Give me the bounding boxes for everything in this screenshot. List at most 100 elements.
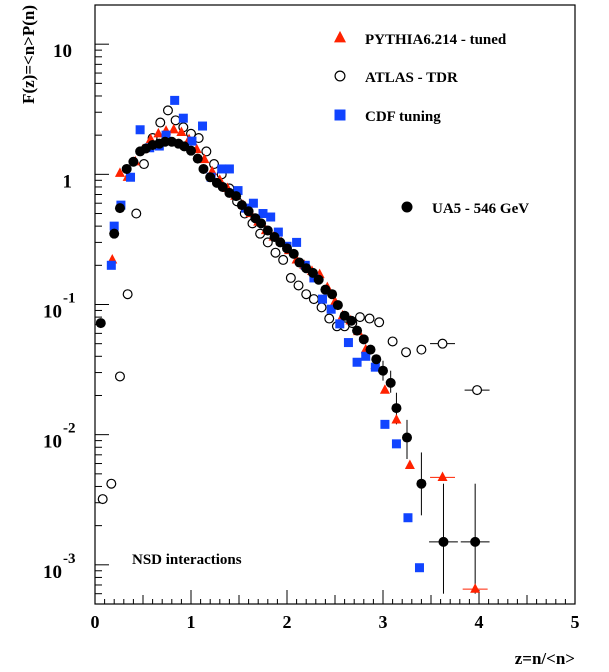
data-point-filled-circle xyxy=(192,153,203,164)
data-point-filled-circle xyxy=(402,432,412,443)
data-point-open-circle xyxy=(201,146,212,157)
data-point-filled-circle xyxy=(275,237,286,248)
data-point-square xyxy=(391,439,401,449)
data-point-filled-circle xyxy=(95,318,106,329)
y-tick-label: 10 xyxy=(43,562,62,583)
data-point-open-circle xyxy=(364,313,375,324)
data-point-filled-circle xyxy=(198,163,209,174)
data-point-open-circle xyxy=(285,272,296,283)
data-point-filled-circle xyxy=(231,191,242,202)
data-point-square xyxy=(106,260,116,270)
data-point-square xyxy=(170,95,180,105)
data-point-square xyxy=(309,273,319,283)
data-point-open-circle xyxy=(162,105,173,116)
y-tick-exponent: -1 xyxy=(63,291,76,307)
x-tick-label: 5 xyxy=(571,612,580,632)
data-point-open-circle xyxy=(401,347,412,358)
data-point-filled-circle xyxy=(346,315,357,326)
data-point-open-circle xyxy=(301,289,312,300)
y-tick-exponent: -3 xyxy=(63,551,76,567)
data-point-open-circle xyxy=(170,115,181,126)
data-point-square xyxy=(380,419,390,429)
data-point-filled-circle xyxy=(114,203,125,214)
data-point-open-circle xyxy=(106,478,117,489)
data-point-square xyxy=(335,319,345,329)
data-point-filled-circle xyxy=(288,248,299,259)
data-point-open-circle xyxy=(316,302,327,313)
data-point-filled-circle xyxy=(470,536,481,547)
legend-label: PYTHIA6.214 - tuned xyxy=(365,32,507,48)
legend-marker-triangle xyxy=(334,30,346,43)
data-point-square xyxy=(258,209,268,219)
data-point-open-circle xyxy=(155,117,166,128)
data-point-filled-circle xyxy=(332,300,343,311)
y-tick-exponent: -2 xyxy=(63,421,76,437)
data-point-square xyxy=(109,221,119,231)
data-point-square xyxy=(126,172,136,182)
legend-marker-square xyxy=(334,109,346,121)
y-tick-label: 10 xyxy=(53,41,72,62)
data-point-filled-circle xyxy=(358,334,369,345)
data-point-filled-circle xyxy=(391,403,402,414)
data-point-filled-circle xyxy=(128,156,139,167)
y-tick-label: 10 xyxy=(43,302,62,323)
data-point-triangle xyxy=(114,167,125,177)
data-point-open-circle xyxy=(114,371,125,382)
x-tick-label: 3 xyxy=(379,612,388,632)
data-point-square xyxy=(198,121,208,131)
data-point-filled-circle xyxy=(352,325,363,336)
data-point-triangle xyxy=(391,413,402,424)
data-point-open-circle xyxy=(416,344,427,355)
x-tick-label: 4 xyxy=(475,612,484,632)
data-point-square xyxy=(361,351,371,361)
data-point-filled-circle xyxy=(205,172,216,183)
data-point-square xyxy=(403,513,413,523)
data-points xyxy=(95,95,483,593)
legend: PYTHIA6.214 - tuned ATLAS - TDR CDF tuning… xyxy=(334,30,529,217)
x-tick-label: 0 xyxy=(91,612,100,632)
data-point-square xyxy=(273,227,283,237)
data-point-filled-circle xyxy=(217,181,228,192)
data-point-open-circle xyxy=(374,317,385,328)
data-point-open-circle xyxy=(122,289,133,300)
data-point-open-circle xyxy=(387,336,398,347)
data-point-square xyxy=(292,237,302,247)
x-axis-label: z=n/<n> xyxy=(515,649,575,668)
data-point-filled-circle xyxy=(236,200,247,211)
data-point-triangle xyxy=(168,123,179,134)
error-bars xyxy=(382,343,490,594)
data-point-open-circle xyxy=(308,294,319,305)
data-point-square xyxy=(414,563,424,573)
data-point-filled-circle xyxy=(121,163,132,174)
data-point-square xyxy=(178,113,188,123)
legend-label: UA5 - 546 GeV xyxy=(432,201,529,217)
legend-label: ATLAS - TDR xyxy=(365,70,458,86)
data-point-filled-circle xyxy=(371,354,382,365)
data-point-square xyxy=(217,164,227,174)
legend-marker-open-circle xyxy=(334,70,346,82)
data-point-open-circle xyxy=(97,494,108,505)
data-point-triangle xyxy=(153,127,164,138)
data-point-triangle xyxy=(176,126,187,137)
data-point-triangle xyxy=(404,459,415,470)
data-point-filled-circle xyxy=(438,536,449,547)
data-point-open-circle xyxy=(293,280,304,291)
data-point-filled-circle xyxy=(109,228,120,239)
data-point-square xyxy=(135,125,145,135)
data-point-triangle xyxy=(379,384,390,394)
data-point-square xyxy=(224,164,234,174)
data-point-square xyxy=(187,136,197,146)
data-point-square xyxy=(266,212,276,222)
data-point-filled-circle xyxy=(416,478,427,489)
data-point-filled-circle xyxy=(294,257,305,268)
data-point-open-circle xyxy=(354,312,365,323)
y-tick-label: 1 xyxy=(63,171,73,192)
annotation-nsd-interactions: NSD interactions xyxy=(132,552,242,568)
data-point-open-circle xyxy=(131,208,142,219)
data-point-filled-circle xyxy=(327,289,338,300)
data-point-filled-circle xyxy=(385,377,396,388)
y-axis-label: F(z)=<n>P(n) xyxy=(19,5,38,104)
data-point-open-circle xyxy=(324,313,335,324)
